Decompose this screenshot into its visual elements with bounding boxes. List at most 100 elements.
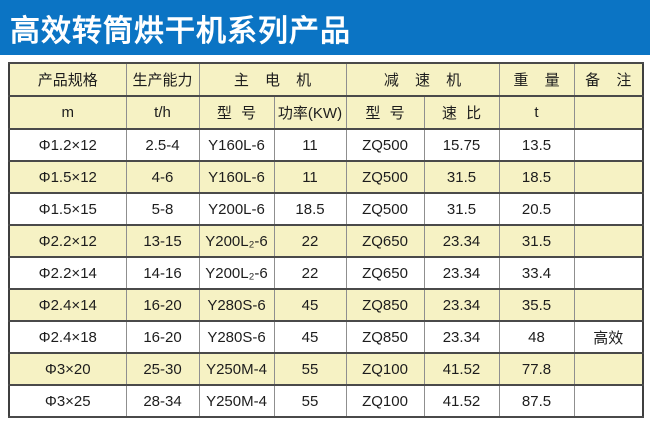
table-cell: 45 <box>273 288 347 322</box>
table-cell: Y200L₂-6 <box>198 224 275 258</box>
table-row: Φ1.5×12 4-6 Y160L-6 11 ZQ500 31.5 18.5 <box>8 160 644 194</box>
table-cell <box>573 256 644 290</box>
table-row: Φ2.2×12 13-15 Y200L₂-6 22 ZQ650 23.34 31.5 <box>8 224 644 258</box>
table-cell: 11 <box>273 128 347 162</box>
table-cell: ZQ650 <box>345 256 425 290</box>
table-cell: 5-8 <box>125 192 200 226</box>
table-cell: 14-16 <box>125 256 200 290</box>
table-cell: Y280S-6 <box>198 288 275 322</box>
table-cell: Φ2.4×14 <box>8 288 127 322</box>
table-cell: 23.34 <box>423 256 500 290</box>
subheader-capacity-unit-th: t/h <box>125 95 200 130</box>
table-cell: 77.8 <box>498 352 575 386</box>
table-cell: ZQ100 <box>345 352 425 386</box>
table-cell: 16-20 <box>125 320 200 354</box>
table-cell: 41.52 <box>423 352 500 386</box>
table-cell <box>573 192 644 226</box>
table-cell <box>573 384 644 418</box>
header-production-capacity: 生产能力 <box>125 62 200 97</box>
table-cell: 45 <box>273 320 347 354</box>
table-cell: 23.34 <box>423 320 500 354</box>
table-row: Φ2.4×14 16-20 Y280S-6 45 ZQ850 23.34 35.5 <box>8 288 644 322</box>
table-cell: 31.5 <box>423 160 500 194</box>
table-cell: 4-6 <box>125 160 200 194</box>
page-title: 高效转筒烘干机系列产品 <box>10 14 351 48</box>
product-spec-table: 产品规格 生产能力 主 电 机 减 速 机 重 量 备 注 m t/h 型 号 … <box>8 62 644 418</box>
subheader-reducer-model: 型 号 <box>345 95 425 130</box>
table-cell: 11 <box>273 160 347 194</box>
table-cell: 35.5 <box>498 288 575 322</box>
table-cell: 22 <box>273 224 347 258</box>
table-cell: 33.4 <box>498 256 575 290</box>
table-cell: ZQ650 <box>345 224 425 258</box>
table-cell: 18.5 <box>273 192 347 226</box>
table-cell: Y160L-6 <box>198 128 275 162</box>
table-cell: Φ2.4×18 <box>8 320 127 354</box>
table-row: Φ2.2×14 14-16 Y200L₂-6 22 ZQ650 23.34 33.4 <box>8 256 644 290</box>
table-cell: Y250M-4 <box>198 384 275 418</box>
header-reducer: 减 速 机 <box>345 62 500 97</box>
title-banner: 高效转筒烘干机系列产品 <box>0 0 650 55</box>
table-row: Φ1.5×15 5-8 Y200L-6 18.5 ZQ500 31.5 20.5 <box>8 192 644 226</box>
subheader-remarks-empty <box>573 95 644 130</box>
table-cell: Y200L-6 <box>198 192 275 226</box>
subheader-motor-model: 型 号 <box>198 95 275 130</box>
table-cell: 55 <box>273 384 347 418</box>
subheader-reducer-ratio: 速 比 <box>423 95 500 130</box>
table-cell: Φ2.2×12 <box>8 224 127 258</box>
table-cell: 55 <box>273 352 347 386</box>
table-cell: 18.5 <box>498 160 575 194</box>
subheader-weight-unit-t: t <box>498 95 575 130</box>
table-cell: 23.34 <box>423 224 500 258</box>
table-cell: Y160L-6 <box>198 160 275 194</box>
spec-table-container: 产品规格 生产能力 主 电 机 减 速 机 重 量 备 注 m t/h 型 号 … <box>8 62 644 418</box>
table-row: Φ3×25 28-34 Y250M-4 55 ZQ100 41.52 87.5 <box>8 384 644 418</box>
header-product-spec: 产品规格 <box>8 62 127 97</box>
table-cell: 31.5 <box>498 224 575 258</box>
header-remarks: 备 注 <box>573 62 644 97</box>
table-cell: 48 <box>498 320 575 354</box>
header-weight: 重 量 <box>498 62 575 97</box>
table-cell: 41.52 <box>423 384 500 418</box>
table-cell: 28-34 <box>125 384 200 418</box>
table-body: Φ1.2×12 2.5-4 Y160L-6 11 ZQ500 15.75 13.5 Φ1.5×… <box>8 128 644 418</box>
table-row: Φ3×20 25-30 Y250M-4 55 ZQ100 41.52 77.8 <box>8 352 644 386</box>
header-main-motor: 主 电 机 <box>198 62 347 97</box>
table-cell: ZQ850 <box>345 288 425 322</box>
table-cell: ZQ500 <box>345 160 425 194</box>
table-cell: Φ1.2×12 <box>8 128 127 162</box>
header-sub-row: m t/h 型 号 功率(KW) 型 号 速 比 t <box>8 95 644 130</box>
table-cell: 高效 <box>573 320 644 354</box>
table-cell: 31.5 <box>423 192 500 226</box>
table-cell: 16-20 <box>125 288 200 322</box>
table-cell: 25-30 <box>125 352 200 386</box>
table-row: Φ1.2×12 2.5-4 Y160L-6 11 ZQ500 15.75 13.5 <box>8 128 644 162</box>
table-cell: 2.5-4 <box>125 128 200 162</box>
table-cell: Φ3×20 <box>8 352 127 386</box>
table-cell: 23.34 <box>423 288 500 322</box>
table-cell: Y200L₂-6 <box>198 256 275 290</box>
table-cell <box>573 160 644 194</box>
table-cell: Φ3×25 <box>8 384 127 418</box>
table-cell <box>573 288 644 322</box>
table-cell: Φ1.5×12 <box>8 160 127 194</box>
table-cell: ZQ100 <box>345 384 425 418</box>
subheader-motor-power-kw: 功率(KW) <box>273 95 347 130</box>
table-cell: 87.5 <box>498 384 575 418</box>
table-row: Φ2.4×18 16-20 Y280S-6 45 ZQ850 23.34 48 高效 <box>8 320 644 354</box>
subheader-spec-unit-m: m <box>8 95 127 130</box>
table-cell <box>573 224 644 258</box>
header-group-row: 产品规格 生产能力 主 电 机 减 速 机 重 量 备 注 <box>8 62 644 97</box>
table-cell: ZQ850 <box>345 320 425 354</box>
table-cell: 15.75 <box>423 128 500 162</box>
table-cell: 13.5 <box>498 128 575 162</box>
table-cell: ZQ500 <box>345 128 425 162</box>
table-cell: Y280S-6 <box>198 320 275 354</box>
table-cell <box>573 352 644 386</box>
table-cell: Y250M-4 <box>198 352 275 386</box>
table-cell <box>573 128 644 162</box>
table-cell: 22 <box>273 256 347 290</box>
table-cell: ZQ500 <box>345 192 425 226</box>
table-cell: Φ1.5×15 <box>8 192 127 226</box>
table-cell: 13-15 <box>125 224 200 258</box>
